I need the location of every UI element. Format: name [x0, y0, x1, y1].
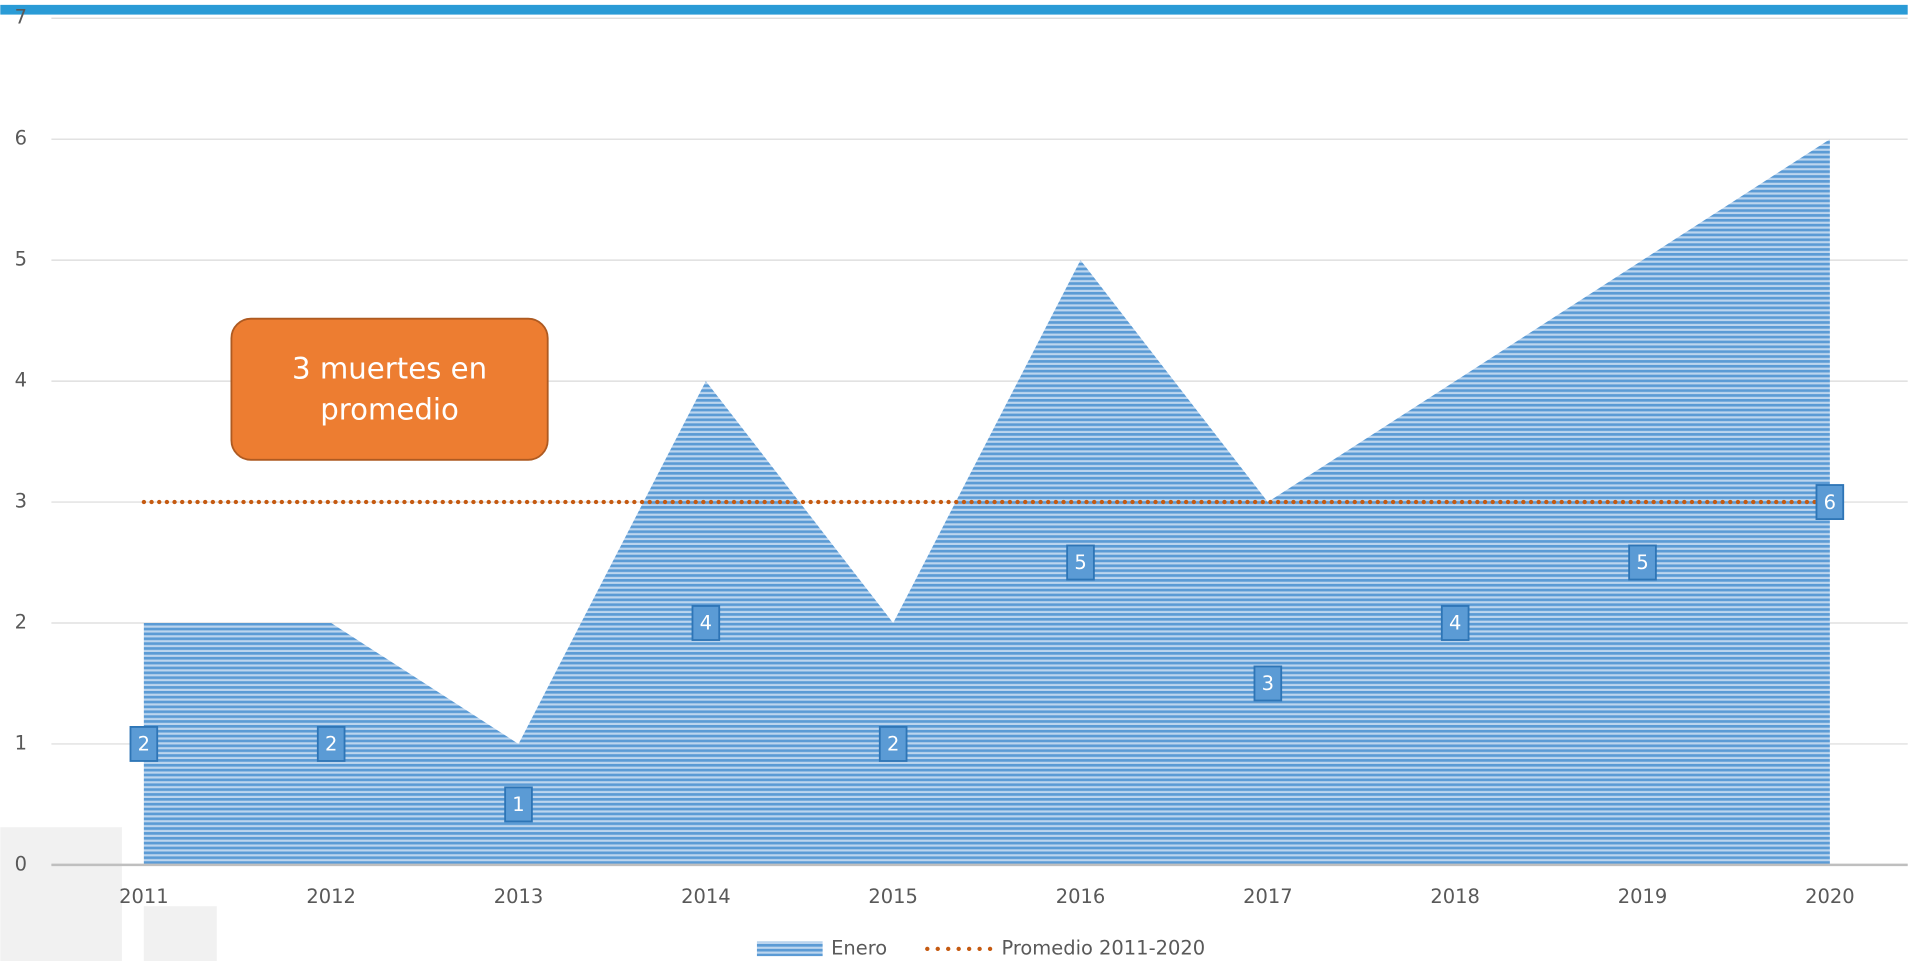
data-label: 2 [325, 733, 337, 756]
y-tick-label: 7 [15, 6, 27, 29]
x-tick-label: 2014 [681, 885, 731, 908]
x-tick-label: 2016 [1056, 885, 1106, 908]
y-tick-label: 1 [15, 731, 27, 754]
data-label-box [1440, 605, 1470, 641]
data-label-box [129, 726, 159, 762]
data-label-box [691, 605, 721, 641]
data-label: 2 [138, 733, 150, 756]
annotation-text: 3 muertes en promedio [292, 351, 488, 427]
y-tick-label: 3 [15, 490, 27, 513]
watermark [0, 827, 217, 961]
x-tick-label: 2017 [1243, 885, 1293, 908]
x-tick-label: 2011 [119, 885, 169, 908]
x-tick-label: 2012 [306, 885, 356, 908]
data-label-box [1253, 665, 1283, 702]
y-tick-label: 2 [15, 610, 27, 633]
legend-swatch [756, 941, 823, 957]
data-label-box [316, 726, 346, 762]
data-label: 2 [887, 733, 899, 756]
data-label: 4 [700, 612, 712, 635]
data-label: 1 [512, 793, 524, 816]
x-tick-label: 2020 [1805, 885, 1855, 908]
y-tick-label: 4 [15, 369, 27, 392]
x-tick-label: 2013 [494, 885, 544, 908]
x-tick-label: 2015 [868, 885, 918, 908]
data-label: 5 [1074, 551, 1086, 574]
top-bar [0, 4, 1908, 15]
data-label-box [1815, 484, 1845, 520]
data-label: 3 [1262, 672, 1274, 695]
y-tick-label: 6 [15, 127, 27, 150]
data-label: 6 [1824, 491, 1836, 514]
x-tick-label: 2018 [1430, 885, 1480, 908]
legend-label: Promedio 2011-2020 [1001, 936, 1205, 959]
data-label: 5 [1636, 551, 1648, 574]
y-tick-label: 5 [15, 248, 27, 271]
data-label: 4 [1449, 612, 1461, 635]
y-tick-label: 0 [15, 852, 27, 875]
data-label-box [878, 726, 908, 762]
data-label-box [1066, 544, 1095, 581]
x-tick-label: 2019 [1618, 885, 1668, 908]
data-label-box [1628, 544, 1657, 581]
annotation-box [230, 317, 549, 461]
annotation: 3 muertes en promedio [292, 351, 488, 427]
data-label-box [504, 786, 533, 823]
legend-label: Enero [831, 936, 887, 959]
